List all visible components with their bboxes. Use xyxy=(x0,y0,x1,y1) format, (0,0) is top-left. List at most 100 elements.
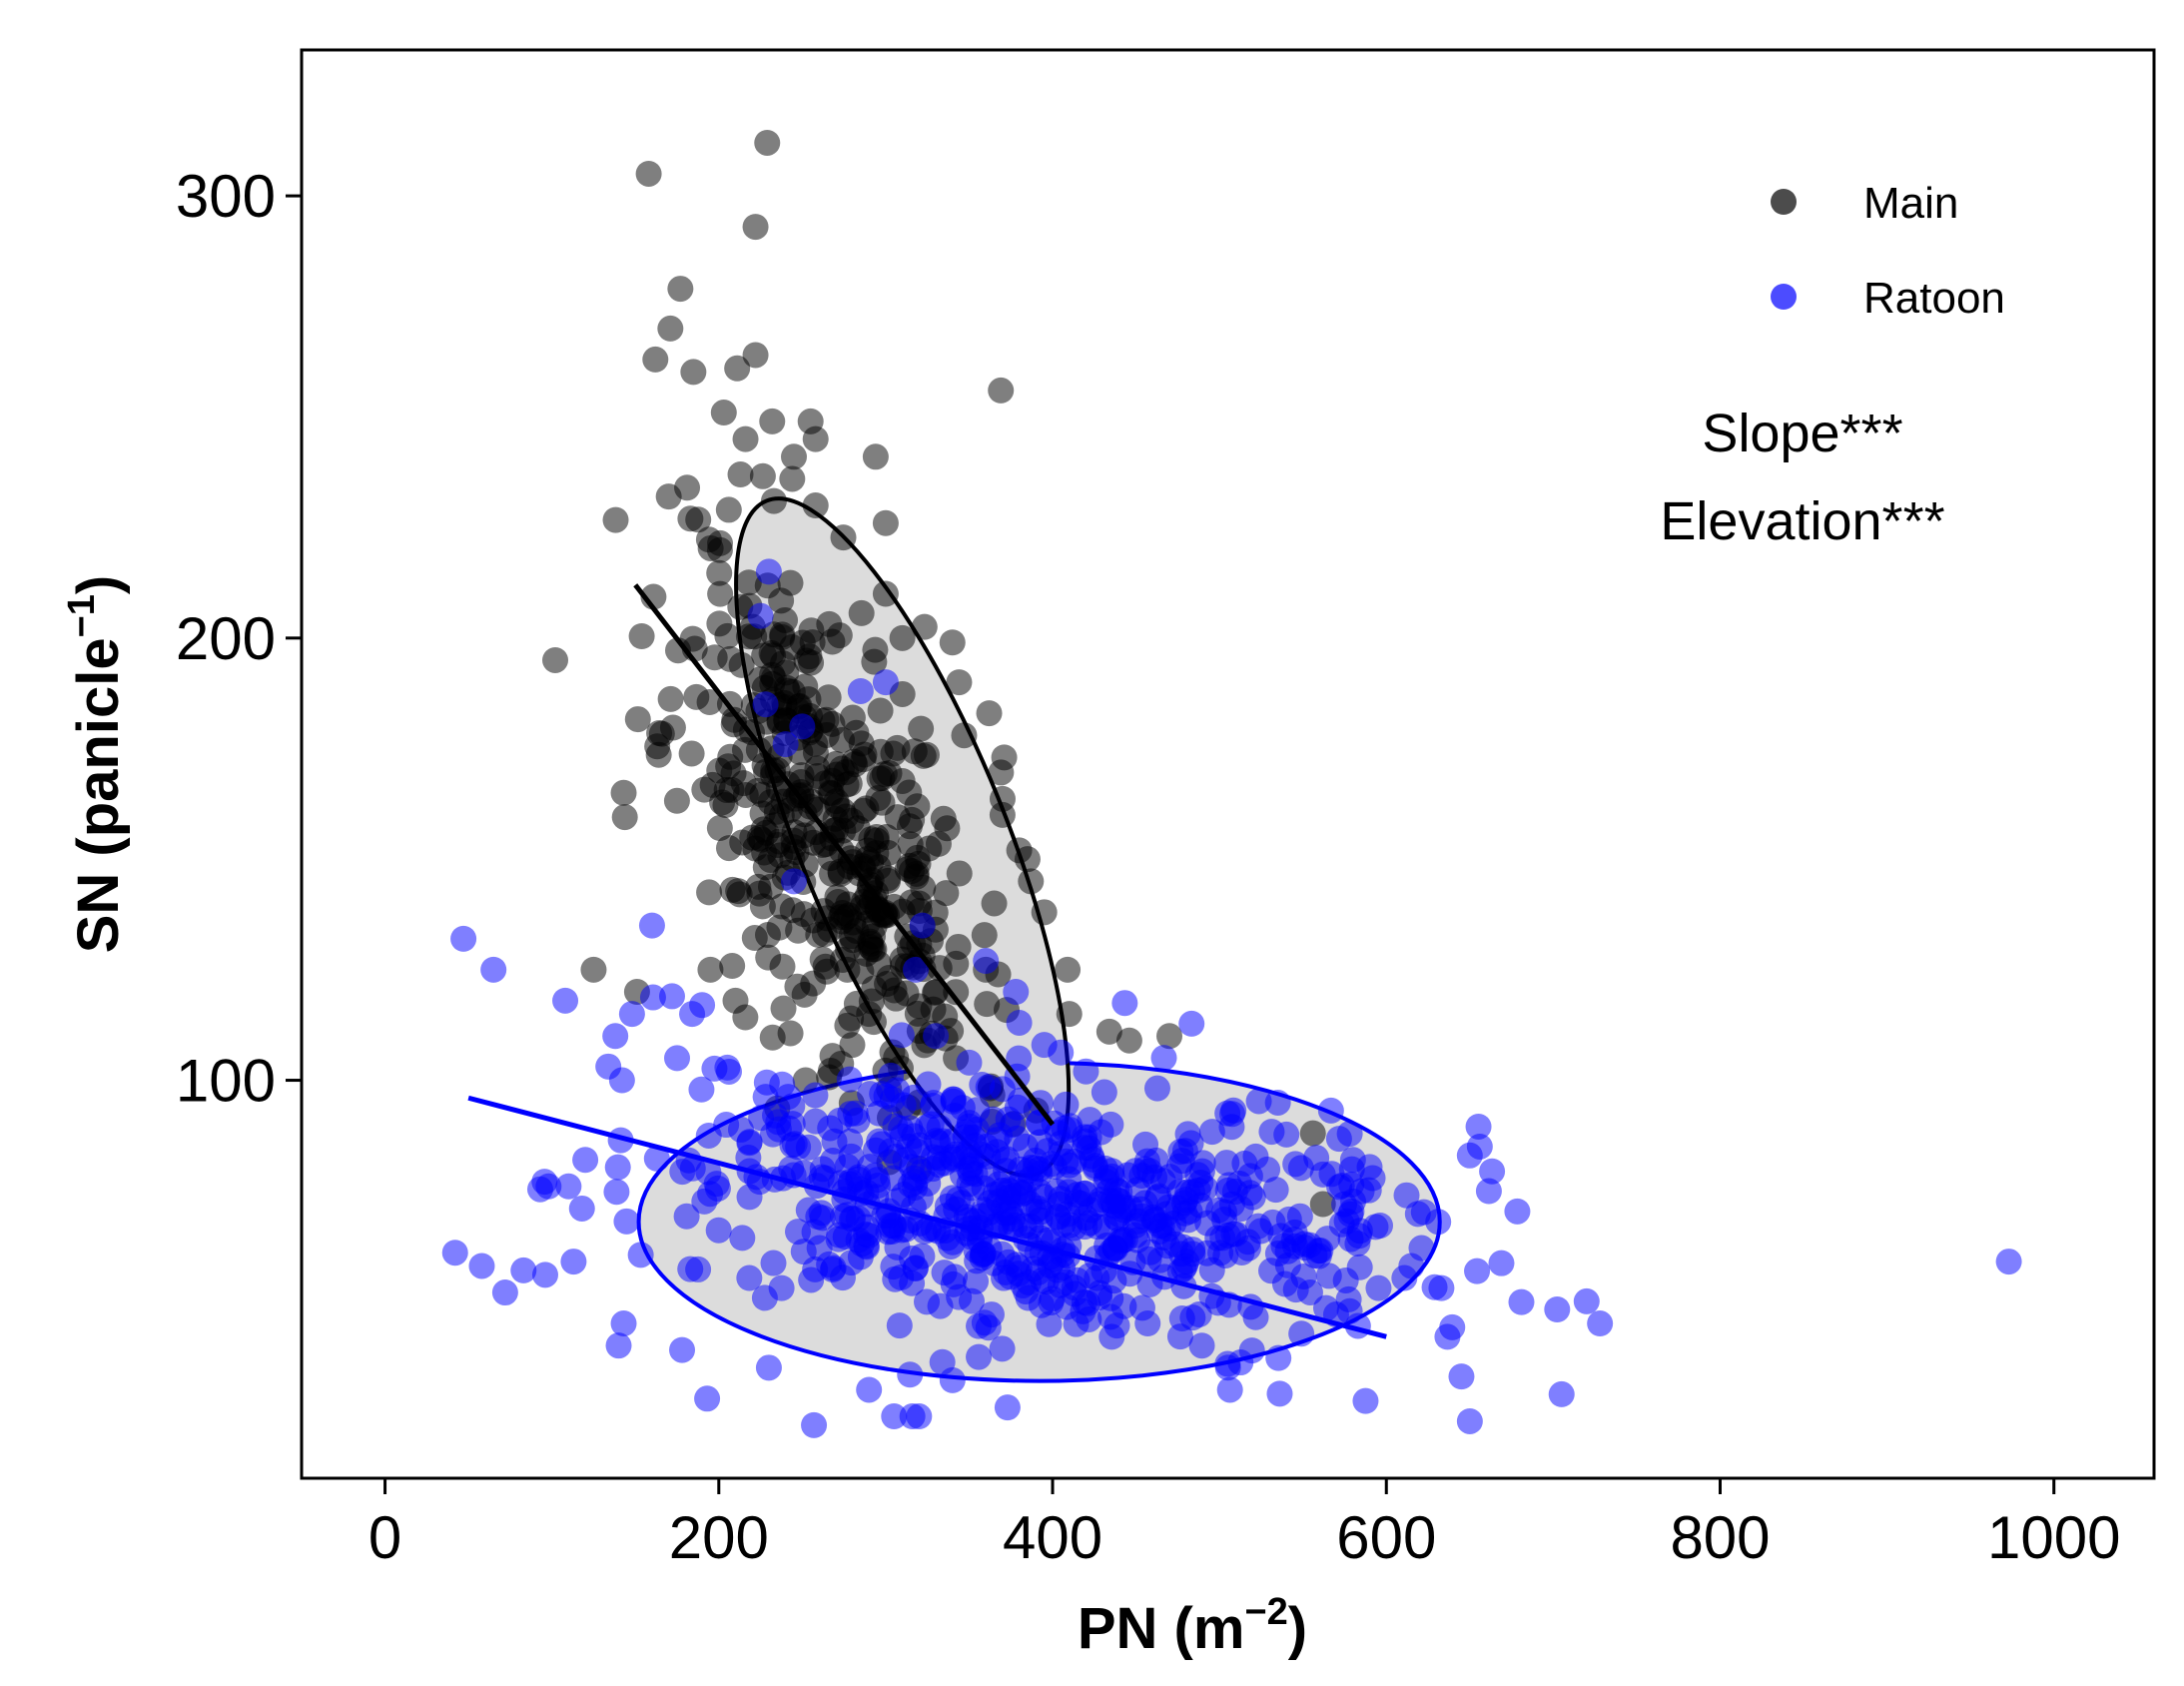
data-point xyxy=(1332,1266,1359,1293)
data-point xyxy=(1210,1199,1237,1226)
data-point xyxy=(1018,1166,1045,1193)
data-point xyxy=(639,984,666,1011)
data-point xyxy=(628,623,655,650)
data-point xyxy=(1264,1089,1291,1116)
data-point xyxy=(741,925,768,952)
data-point xyxy=(679,1001,706,1028)
data-point xyxy=(1213,1150,1240,1177)
data-point xyxy=(1136,1158,1163,1185)
data-point xyxy=(779,678,806,705)
data-point xyxy=(760,621,787,648)
data-point xyxy=(659,983,685,1010)
data-point xyxy=(876,965,903,992)
fit-line-ratoon xyxy=(467,1095,1387,1339)
data-point xyxy=(998,1215,1025,1242)
data-point xyxy=(759,1121,786,1148)
data-point xyxy=(1048,1130,1075,1157)
data-point xyxy=(834,1154,861,1181)
data-point xyxy=(991,744,1018,771)
data-point xyxy=(673,1203,700,1230)
data-point xyxy=(984,1127,1011,1154)
data-point xyxy=(1198,1119,1225,1146)
data-point xyxy=(938,1144,965,1171)
data-point xyxy=(779,1111,806,1138)
data-point xyxy=(1056,1001,1083,1028)
data-point xyxy=(701,644,728,671)
data-point xyxy=(789,713,816,740)
y-tick-label: 300 xyxy=(176,163,276,230)
data-point xyxy=(770,995,797,1022)
data-point xyxy=(696,879,723,906)
data-point xyxy=(1143,1075,1170,1102)
data-point xyxy=(779,465,806,492)
data-point xyxy=(908,715,935,742)
data-point xyxy=(707,580,734,607)
data-point xyxy=(560,1249,587,1275)
data-point xyxy=(610,1310,637,1337)
data-point xyxy=(1188,1332,1215,1359)
data-point xyxy=(990,1195,1017,1222)
data-point xyxy=(1466,1133,1493,1160)
data-point xyxy=(1238,1337,1265,1364)
data-point xyxy=(1995,1249,2022,1275)
data-point xyxy=(1465,1113,1492,1140)
data-point xyxy=(663,787,690,814)
data-point xyxy=(1262,1177,1289,1204)
data-point xyxy=(872,669,899,696)
data-point xyxy=(767,842,794,869)
data-point xyxy=(1573,1287,1600,1314)
data-point xyxy=(1259,1209,1286,1236)
data-point xyxy=(1488,1250,1515,1276)
data-point xyxy=(715,835,742,862)
data-point xyxy=(784,973,811,1000)
data-point xyxy=(902,956,929,983)
data-point xyxy=(973,948,1000,975)
data-point xyxy=(966,1343,993,1370)
data-point xyxy=(572,1147,599,1174)
data-point xyxy=(856,1376,883,1403)
data-point xyxy=(988,377,1015,404)
data-point xyxy=(1508,1288,1535,1315)
data-point xyxy=(580,956,607,983)
data-point xyxy=(888,1022,915,1049)
data-point xyxy=(1264,1241,1291,1267)
data-point xyxy=(760,1250,787,1276)
data-point xyxy=(989,801,1016,828)
data-point xyxy=(1031,899,1058,926)
data-point xyxy=(939,629,966,656)
data-point xyxy=(976,700,1003,727)
data-point xyxy=(603,1179,630,1206)
data-point xyxy=(605,1332,632,1359)
data-point xyxy=(971,922,998,949)
data-point xyxy=(1156,1023,1183,1050)
data-point xyxy=(802,1082,829,1109)
data-point xyxy=(889,767,916,794)
data-point xyxy=(1003,979,1030,1006)
data-point xyxy=(703,1171,730,1198)
data-point xyxy=(754,129,781,156)
data-point xyxy=(659,714,686,741)
data-point xyxy=(1018,868,1045,895)
data-point xyxy=(826,622,853,649)
data-point xyxy=(868,1131,895,1158)
data-point xyxy=(800,829,827,856)
data-point xyxy=(760,665,787,692)
data-point xyxy=(991,1264,1018,1291)
data-point xyxy=(1103,1312,1130,1339)
data-point xyxy=(1439,1313,1466,1340)
data-point xyxy=(918,1111,945,1138)
data-point xyxy=(1214,1354,1241,1381)
data-point xyxy=(946,1283,973,1310)
data-point xyxy=(910,742,937,769)
data-point xyxy=(1097,1284,1124,1311)
data-point xyxy=(779,897,806,924)
data-point xyxy=(709,789,736,816)
data-point xyxy=(1095,1018,1122,1045)
data-point xyxy=(802,425,829,452)
data-point xyxy=(1475,1178,1502,1205)
data-point xyxy=(1337,1226,1364,1253)
data-point xyxy=(888,1115,915,1142)
x-tick-label: 600 xyxy=(1336,1504,1436,1571)
data-point xyxy=(1216,1376,1243,1403)
data-point xyxy=(816,1064,843,1091)
